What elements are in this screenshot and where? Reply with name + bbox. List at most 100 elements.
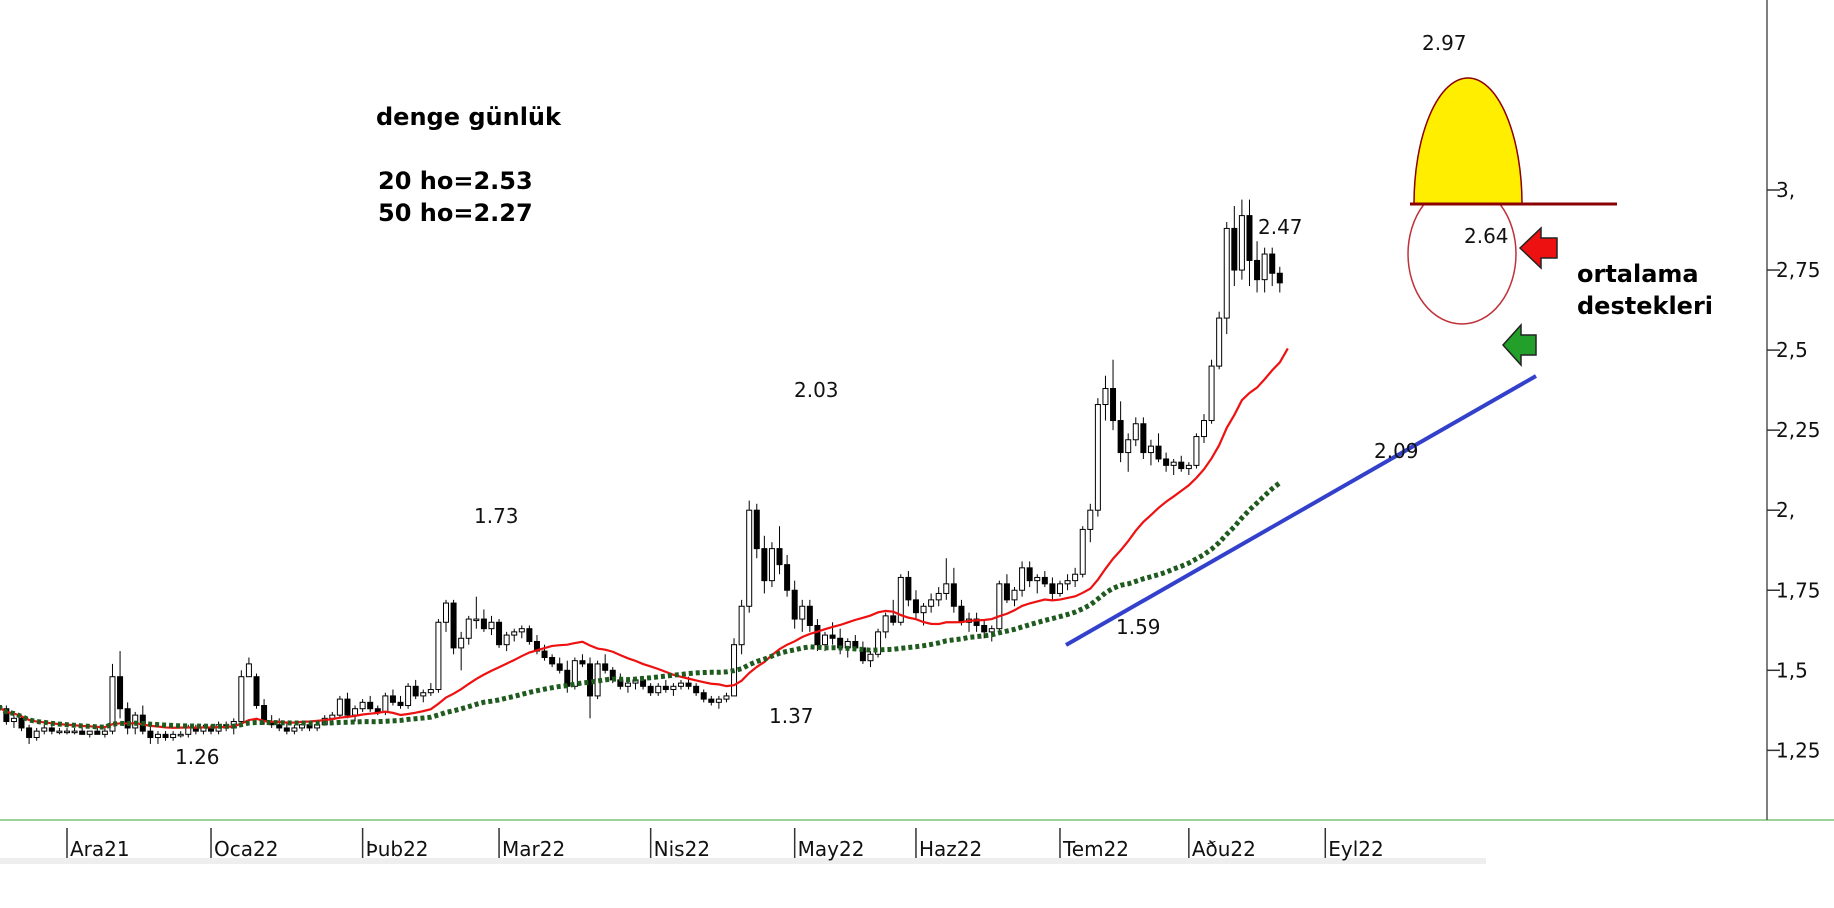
candle-bull	[1034, 576, 1041, 582]
candle-bear	[662, 685, 669, 691]
candle-bull	[170, 733, 177, 739]
candle-bear	[776, 548, 783, 566]
candle-bear	[981, 624, 988, 633]
candle-bull	[867, 653, 874, 662]
candle-bull	[1170, 461, 1177, 466]
candle-bear	[412, 685, 419, 697]
candle-bear	[162, 733, 169, 739]
highlight-ellipse	[1413, 77, 1523, 205]
candle-bull	[33, 730, 40, 739]
y-tick-label: 2,25	[1776, 418, 1821, 442]
candle-bull	[875, 631, 882, 655]
candle-bull	[458, 637, 465, 649]
candle-bear	[397, 701, 404, 707]
x-tick-label: Aðu22	[1192, 837, 1256, 861]
label-low-159: 1.59	[1116, 615, 1161, 639]
candle-bull	[988, 628, 995, 633]
candle-bear	[761, 548, 768, 582]
candle-bull	[359, 701, 366, 710]
candle-bull	[715, 698, 722, 703]
y-tick-label: 2,75	[1776, 258, 1821, 282]
candle-bear	[806, 605, 813, 626]
candle-bull	[465, 618, 472, 639]
candle-bear	[905, 576, 912, 601]
label-high-173: 1.73	[474, 504, 519, 528]
candle-bull	[405, 685, 412, 707]
candle-bull	[473, 618, 480, 622]
candle-bull	[1125, 439, 1132, 454]
candle-bull	[1238, 215, 1245, 271]
ma20-line	[0, 347, 1289, 729]
candle-bear	[700, 692, 707, 700]
candle-bull	[336, 698, 343, 716]
candle-bull	[670, 685, 677, 691]
candle-bull	[768, 548, 775, 582]
candle-bull	[420, 692, 427, 697]
candle-bull	[1094, 404, 1101, 511]
candle-bull	[1216, 317, 1223, 367]
candle-bull	[1011, 589, 1018, 601]
candle-bull	[655, 685, 662, 694]
candle-bull	[1201, 420, 1207, 438]
x-tick-label: Eyl22	[1328, 837, 1383, 861]
candle-bull	[1185, 464, 1192, 470]
label-ma-209: 2.09	[1374, 439, 1419, 463]
candle-bear	[124, 708, 131, 729]
candle-bull	[86, 730, 93, 735]
candle-bear	[1026, 567, 1033, 582]
candle-bull	[511, 631, 518, 636]
label-low-137: 1.37	[769, 704, 814, 728]
candle-bull	[1087, 509, 1094, 530]
y-tick-label: 2,5	[1776, 338, 1808, 362]
candle-bear	[1254, 259, 1261, 281]
note-line-2: destekleri	[1577, 292, 1713, 320]
candle-bear	[685, 682, 692, 687]
candle-bear	[276, 724, 283, 729]
candle-bull	[1208, 365, 1215, 422]
candle-bear	[374, 708, 381, 713]
candle-bear	[344, 698, 351, 716]
candle-bear	[94, 730, 101, 735]
candle-bull	[154, 733, 161, 739]
candle-bear	[1163, 458, 1170, 466]
candle-bear	[753, 509, 760, 550]
support-trendline	[1065, 374, 1537, 647]
label-high-247: 2.47	[1258, 215, 1303, 239]
candle-bear	[1276, 272, 1283, 284]
candle-bull	[427, 689, 434, 694]
candle-bear	[647, 685, 654, 694]
candle-bull	[1193, 436, 1200, 466]
candle-bull	[943, 583, 950, 594]
candle-bear	[526, 628, 533, 642]
candle-bull	[1132, 423, 1139, 441]
candle-bear	[18, 717, 25, 729]
x-tick-label: Tem22	[1062, 837, 1129, 861]
x-tick-label: Mar22	[502, 837, 565, 861]
candle-bull	[996, 583, 1003, 630]
label-ma-264: 2.64	[1464, 224, 1509, 248]
candle-bear	[791, 589, 798, 620]
candle-bear	[147, 730, 154, 739]
candle-bull	[1079, 528, 1086, 575]
candle-bear	[784, 564, 791, 591]
candle-bear	[389, 695, 396, 703]
candle-bear	[1117, 420, 1124, 454]
label-peak-297: 2.97	[1422, 31, 1467, 55]
candle-bull	[185, 727, 192, 735]
green-arrow-icon	[1501, 323, 1537, 367]
label-low-126: 1.26	[175, 745, 220, 769]
candle-bull	[677, 682, 684, 687]
candle-bear	[950, 583, 957, 607]
ma50-line	[0, 480, 1282, 730]
candle-bear	[1155, 445, 1162, 460]
candle-bull	[382, 695, 389, 713]
candle-bear	[496, 621, 503, 646]
chart-title: denge günlük	[376, 103, 562, 131]
candle-bear	[556, 663, 563, 671]
candle-bull	[435, 621, 442, 691]
red-arrow-icon	[1518, 226, 1558, 270]
label-high-203: 2.03	[794, 378, 839, 402]
candle-bull	[738, 605, 745, 646]
candle-bull	[822, 634, 828, 646]
candle-bull	[64, 730, 70, 734]
